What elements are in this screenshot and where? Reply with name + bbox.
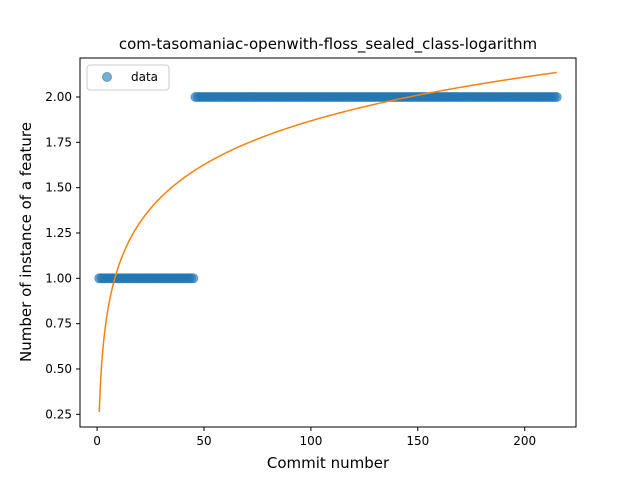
x-axis-label: Commit number [267, 454, 390, 472]
fit-line [98, 71, 557, 412]
axis-ticks: 0 50 100 150 200 0.25 0.50 0.75 1.00 1.25 1.50 1.75… [45, 90, 536, 448]
legend-box [86, 64, 170, 91]
y-tick-label: 0.75 [45, 317, 72, 331]
y-tick-label: 1.75 [45, 135, 72, 149]
y-axis-label: Number of instance of a feature [17, 122, 35, 362]
y-tick-label: 2.00 [45, 90, 72, 104]
y-tick-label: 1.25 [45, 226, 72, 240]
y-tick-label: 0.25 [45, 407, 72, 421]
x-tick-label: 100 [299, 434, 322, 448]
legend: data [86, 64, 170, 91]
x-tick-label: 150 [406, 434, 429, 448]
axes-frame [79, 57, 577, 428]
legend-marker-data [102, 72, 112, 82]
data-point [188, 273, 199, 284]
chart-title: com-tasomaniac-openwith-floss_sealed_cla… [119, 35, 537, 54]
y-tick-label: 1.00 [45, 271, 72, 285]
y-tick-label: 0.50 [45, 362, 72, 376]
y-tick-label: 1.50 [45, 181, 72, 195]
plot-area [94, 71, 562, 412]
legend-label-data: data [131, 70, 158, 84]
x-tick-label: 0 [93, 434, 101, 448]
data-point [551, 91, 562, 102]
x-tick-label: 200 [513, 434, 536, 448]
x-tick-label: 50 [196, 434, 211, 448]
